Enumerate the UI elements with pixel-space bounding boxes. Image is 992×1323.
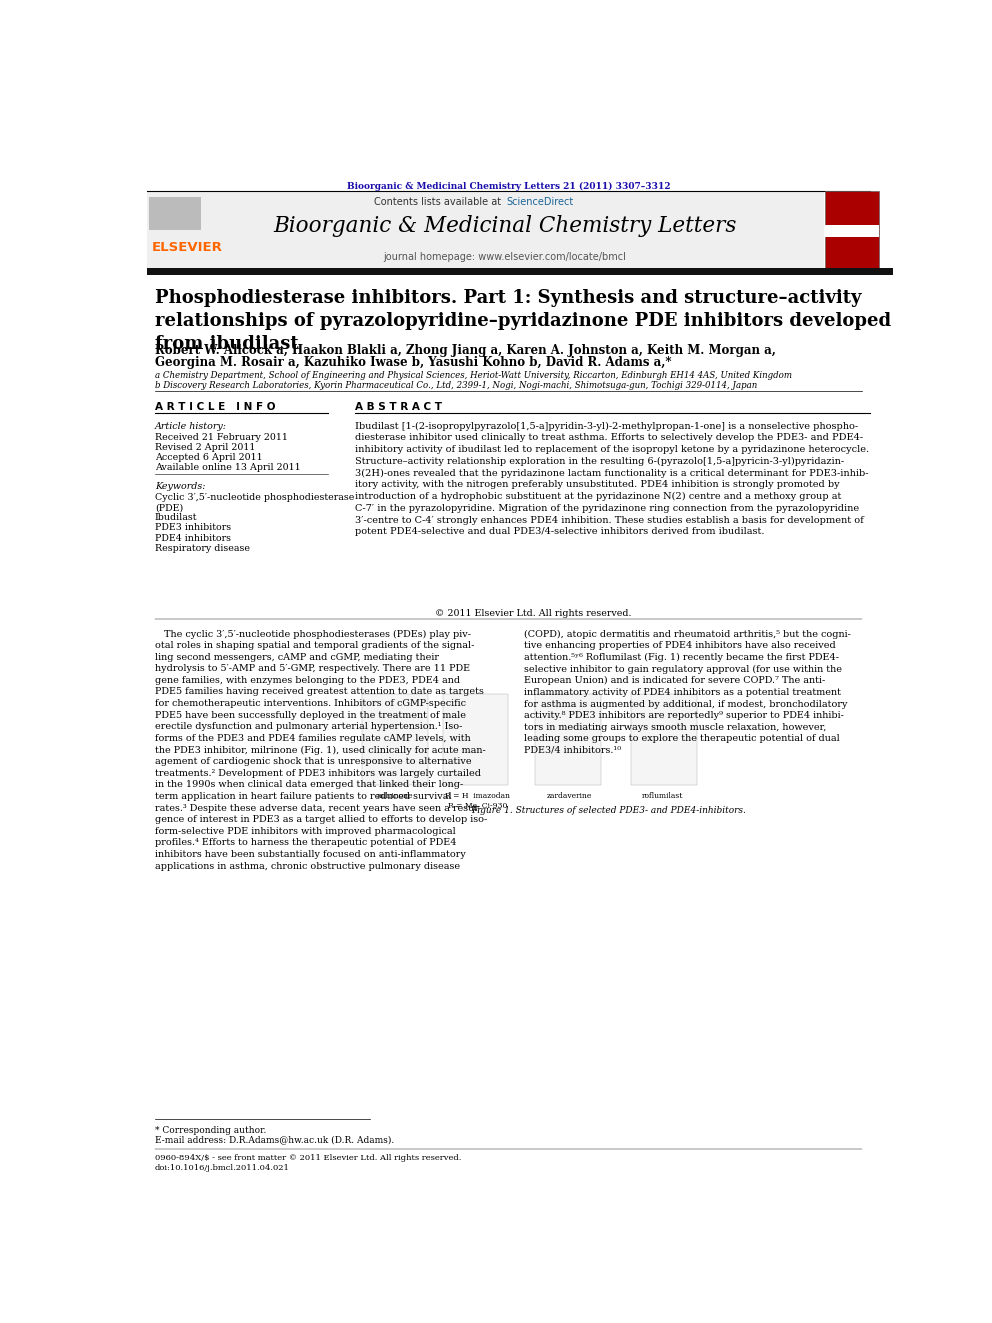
Text: Respiratory disease: Respiratory disease [155, 544, 250, 553]
Text: zardaverine: zardaverine [548, 792, 592, 800]
Text: Ibudilast [1-(2-isopropylpyrazolo[1,5-a]pyridin-3-yl)-2-methylpropan-1-one] is a: Ibudilast [1-(2-isopropylpyrazolo[1,5-a]… [355, 422, 869, 536]
Text: (PDE): (PDE) [155, 503, 183, 512]
Text: R = H  imazodan
R = Me  Ci-930: R = H imazodan R = Me Ci-930 [445, 792, 510, 810]
Text: A B S T R A C T: A B S T R A C T [355, 402, 441, 413]
Text: A R T I C L E   I N F O: A R T I C L E I N F O [155, 402, 275, 413]
Text: Revised 2 April 2011: Revised 2 April 2011 [155, 443, 255, 452]
Text: milrinone: milrinone [377, 792, 414, 800]
Text: ELSEVIER: ELSEVIER [152, 241, 222, 254]
Text: The cyclic 3′,5′-nucleotide phosphodiesterases (PDEs) play piv-
otal roles in sh: The cyclic 3′,5′-nucleotide phosphodiest… [155, 630, 487, 871]
Text: Bioorganic & Medicinal Chemistry Letters: Bioorganic & Medicinal Chemistry Letters [273, 214, 736, 237]
FancyBboxPatch shape [362, 693, 428, 786]
Text: © 2011 Elsevier Ltd. All rights reserved.: © 2011 Elsevier Ltd. All rights reserved… [434, 609, 631, 618]
Text: Available online 13 April 2011: Available online 13 April 2011 [155, 463, 301, 472]
FancyBboxPatch shape [358, 668, 862, 800]
Text: PDE4 inhibitors: PDE4 inhibitors [155, 533, 231, 542]
Text: journal homepage: www.elsevier.com/locate/bmcl: journal homepage: www.elsevier.com/locat… [383, 253, 626, 262]
Text: Ibudilast: Ibudilast [155, 513, 197, 523]
FancyBboxPatch shape [632, 693, 696, 786]
FancyBboxPatch shape [825, 225, 879, 237]
FancyBboxPatch shape [825, 192, 879, 267]
FancyBboxPatch shape [149, 197, 200, 230]
FancyBboxPatch shape [536, 693, 601, 786]
Text: (COPD), atopic dermatitis and rheumatoid arthritis,⁵ but the cogni-
tive enhanci: (COPD), atopic dermatitis and rheumatoid… [524, 630, 851, 755]
Text: Georgina M. Rosair a, Kazuhiko Iwase b, Yasushi Kohno b, David R. Adams a,*: Georgina M. Rosair a, Kazuhiko Iwase b, … [155, 356, 672, 369]
FancyBboxPatch shape [147, 192, 823, 267]
Text: Bioorganic & Medicinal Chemistry Letters 21 (2011) 3307–3312: Bioorganic & Medicinal Chemistry Letters… [346, 183, 671, 192]
Text: Keywords:: Keywords: [155, 482, 205, 491]
Text: doi:10.1016/j.bmcl.2011.04.021: doi:10.1016/j.bmcl.2011.04.021 [155, 1164, 290, 1172]
Text: Robert W. Allcock a, Haakon Blakli a, Zhong Jiang a, Karen A. Johnston a, Keith : Robert W. Allcock a, Haakon Blakli a, Zh… [155, 344, 776, 357]
Text: 0960-894X/$ - see front matter © 2011 Elsevier Ltd. All rights reserved.: 0960-894X/$ - see front matter © 2011 El… [155, 1154, 461, 1162]
Text: Contents lists available at: Contents lists available at [374, 197, 505, 208]
Text: * Corresponding author.: * Corresponding author. [155, 1126, 266, 1135]
Text: b Discovery Research Laboratories, Kyorin Pharmaceutical Co., Ltd, 2399-1, Nogi,: b Discovery Research Laboratories, Kyori… [155, 381, 757, 390]
Text: ScienceDirect: ScienceDirect [506, 197, 573, 208]
Text: Cyclic 3′,5′-nucleotide phosphodiesterase: Cyclic 3′,5′-nucleotide phosphodiesteras… [155, 493, 354, 501]
Text: roflumilast: roflumilast [642, 792, 682, 800]
Text: Accepted 6 April 2011: Accepted 6 April 2011 [155, 454, 262, 462]
Text: E-mail address: D.R.Adams@hw.ac.uk (D.R. Adams).: E-mail address: D.R.Adams@hw.ac.uk (D.R.… [155, 1135, 394, 1144]
Text: Phosphodiesterase inhibitors. Part 1: Synthesis and structure–activity
relations: Phosphodiesterase inhibitors. Part 1: Sy… [155, 290, 891, 353]
Text: Figure 1. Structures of selected PDE3- and PDE4-inhibitors.: Figure 1. Structures of selected PDE3- a… [471, 806, 746, 815]
Text: a Chemistry Department, School of Engineering and Physical Sciences, Heriot-Watt: a Chemistry Department, School of Engine… [155, 370, 792, 380]
FancyBboxPatch shape [147, 267, 893, 275]
Text: Article history:: Article history: [155, 422, 227, 430]
Text: Received 21 February 2011: Received 21 February 2011 [155, 433, 288, 442]
Text: PDE3 inhibitors: PDE3 inhibitors [155, 524, 231, 532]
FancyBboxPatch shape [443, 693, 509, 786]
